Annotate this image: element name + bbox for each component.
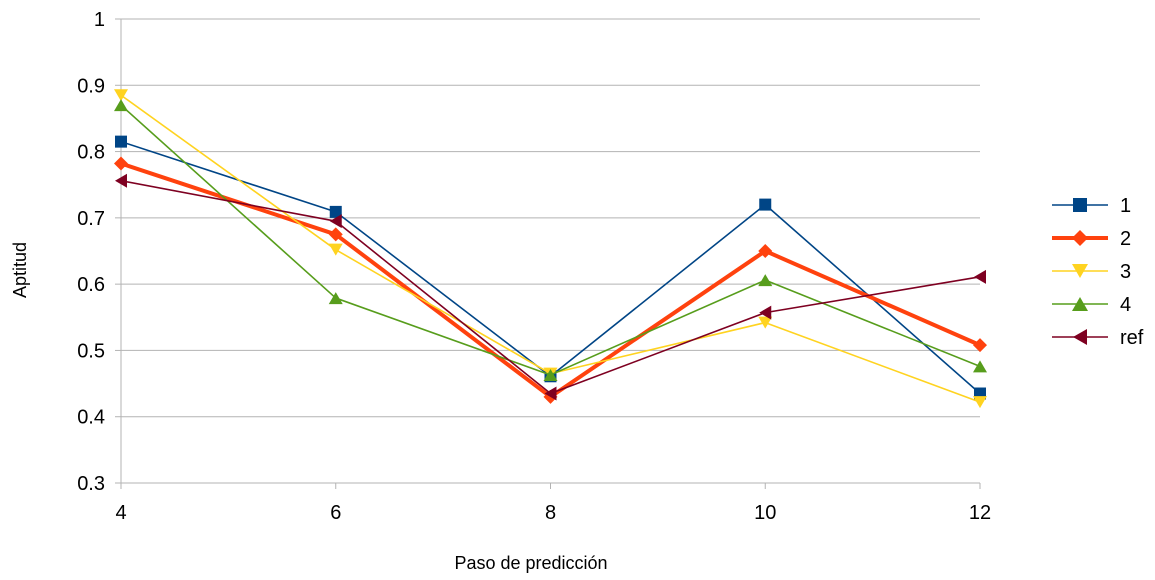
data-point xyxy=(114,89,128,102)
data-point xyxy=(759,305,772,320)
series-1 xyxy=(115,135,986,400)
legend-label: 1 xyxy=(1120,195,1131,217)
y-tick-label: 0.8 xyxy=(77,142,105,164)
legend-label: 4 xyxy=(1120,294,1131,316)
data-point xyxy=(328,243,343,256)
legend-item: 3 xyxy=(1052,261,1131,283)
series-layer xyxy=(114,89,987,409)
data-point xyxy=(974,269,986,284)
tick-labels: 0.3 0.4 0.5 0.6 0.7 0.8 0.9 1 4 6 8 10 12 xyxy=(77,9,991,524)
data-point xyxy=(973,338,987,353)
data-point xyxy=(758,244,773,258)
data-point xyxy=(328,292,343,305)
legend: 1 2 3 4 ref xyxy=(1052,195,1144,349)
x-tick-label: 12 xyxy=(969,502,991,524)
legend-item: 1 xyxy=(1052,195,1131,217)
data-point xyxy=(758,316,773,329)
data-point xyxy=(1072,297,1088,311)
data-point xyxy=(115,135,127,148)
x-tick-label: 4 xyxy=(115,502,126,524)
series-line xyxy=(120,104,981,376)
y-tick-label: 1 xyxy=(94,9,105,31)
data-point xyxy=(114,156,128,171)
series-line xyxy=(120,94,981,403)
series-4 xyxy=(114,99,987,381)
data-point xyxy=(1072,264,1088,278)
data-point xyxy=(973,396,987,409)
data-point xyxy=(329,214,342,229)
y-tick-label: 0.4 xyxy=(77,407,105,429)
y-tick-label: 0.6 xyxy=(77,274,105,296)
y-tick-label: 0.3 xyxy=(77,473,105,495)
data-point xyxy=(543,368,558,381)
data-point xyxy=(544,386,557,401)
data-point xyxy=(973,360,987,373)
x-tick-label: 10 xyxy=(754,502,776,524)
data-point xyxy=(1073,329,1087,345)
axes xyxy=(115,18,981,489)
data-point xyxy=(758,274,773,287)
data-point xyxy=(114,99,128,112)
x-axis-title: Paso de predicción xyxy=(454,553,607,573)
series-2 xyxy=(114,156,987,404)
legend-item: 4 xyxy=(1052,294,1131,316)
series-line xyxy=(120,140,981,395)
legend-label: ref xyxy=(1120,327,1144,349)
series-3 xyxy=(114,89,987,409)
series-ref xyxy=(115,173,986,401)
data-point xyxy=(1072,230,1088,246)
y-axis-title: Aptitud xyxy=(10,242,30,298)
x-tick-label: 6 xyxy=(330,502,341,524)
y-tick-label: 0.7 xyxy=(77,208,105,230)
data-point xyxy=(115,173,127,188)
data-point xyxy=(1073,198,1087,212)
y-tick-label: 0.5 xyxy=(77,340,105,362)
data-point xyxy=(329,205,342,218)
legend-item: ref xyxy=(1052,327,1144,349)
legend-label: 2 xyxy=(1120,228,1131,250)
legend-item: 2 xyxy=(1052,228,1131,250)
y-tick-label: 0.9 xyxy=(77,75,105,97)
x-tick-label: 8 xyxy=(545,502,556,524)
data-point xyxy=(759,198,772,211)
legend-label: 3 xyxy=(1120,261,1131,283)
data-point xyxy=(328,227,343,242)
grid-lines xyxy=(121,18,980,484)
